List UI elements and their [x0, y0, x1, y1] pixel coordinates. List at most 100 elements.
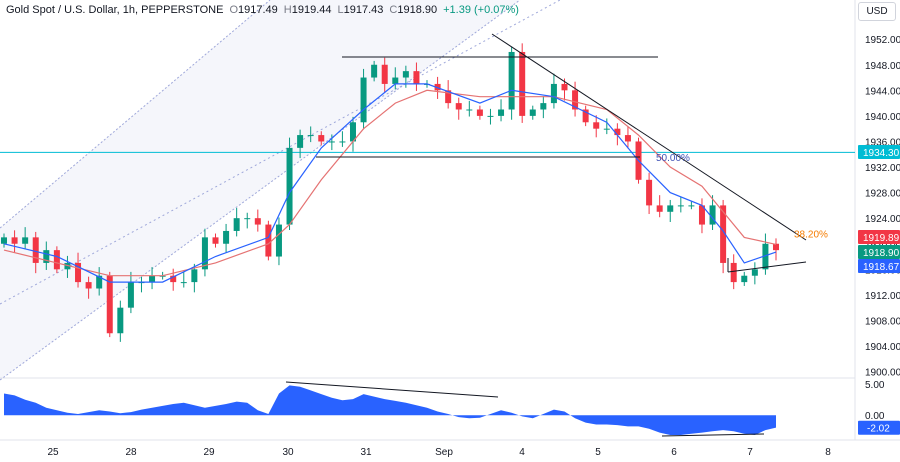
price-tick-label: 1928.00: [865, 189, 900, 200]
low-value: 1917.43: [343, 4, 384, 16]
candle-body: [572, 90, 579, 110]
time-tick-label: 6: [671, 447, 677, 457]
candle-body: [1, 237, 7, 244]
candle-body: [180, 282, 187, 284]
time-tick-label: 25: [47, 447, 59, 457]
candle-body: [149, 275, 156, 283]
candle-body: [85, 282, 92, 289]
candle-body: [53, 250, 60, 270]
price-tick-label: 1932.00: [865, 163, 900, 174]
candle-body: [318, 135, 325, 142]
time-tick-label: Sep: [435, 447, 453, 457]
time-tick-label: 5: [595, 447, 601, 457]
candle-body: [413, 71, 420, 84]
candle-body: [75, 262, 82, 283]
divergence-line-lower: [661, 433, 765, 437]
time-tick-label: 4: [519, 447, 525, 457]
time-tick-label: 30: [282, 447, 294, 457]
candle-body: [646, 179, 653, 206]
candle-body: [550, 83, 557, 104]
candle-body: [328, 141, 335, 143]
candle-body: [106, 275, 113, 334]
price-tag-label: 1934.30: [863, 148, 900, 159]
time-tick-label: 28: [125, 447, 137, 457]
candle-body: [32, 237, 39, 263]
price-tag: [858, 145, 900, 159]
candle-body: [508, 51, 515, 110]
fib-50-label: 50.00%: [656, 153, 690, 164]
osc-tick-label: 0.00: [865, 411, 885, 422]
candle-body: [498, 109, 505, 116]
candle-body: [582, 109, 589, 123]
candle-body: [127, 282, 134, 308]
symbol-title[interactable]: Gold Spot / U.S. Dollar, 1h, PEPPERSTONE: [6, 4, 224, 16]
candle-body: [688, 205, 695, 207]
price-tag-label: 1918.90: [863, 248, 900, 259]
ohlc-high: H1919.44: [284, 4, 332, 16]
divergence-line-upper: [285, 381, 499, 398]
candle-body: [11, 237, 18, 244]
price-tick-label: 1944.00: [865, 86, 900, 97]
candle-body: [275, 224, 282, 257]
candle-body: [201, 237, 208, 270]
price-tick-label: 1940.00: [865, 112, 900, 123]
close-label: C: [389, 4, 398, 16]
candle-body: [402, 71, 409, 78]
price-tag: [858, 259, 900, 273]
candle-body: [540, 103, 547, 110]
candle-body: [677, 205, 684, 207]
candle-body: [244, 218, 251, 220]
candle-body: [519, 51, 526, 116]
chart-legend: Gold Spot / U.S. Dollar, 1h, PEPPERSTONE…: [6, 4, 519, 16]
candle-body: [762, 243, 769, 270]
candle-body: [191, 269, 198, 283]
candle-body: [698, 205, 705, 225]
price-tick-label: 1912.00: [865, 291, 900, 302]
open-label: O: [229, 4, 239, 16]
candle-body: [487, 115, 494, 117]
candle-body: [445, 90, 452, 104]
candle-body: [212, 237, 219, 244]
candle-body: [96, 275, 103, 289]
ema-fast-line: [3, 83, 777, 283]
high-label: H: [283, 4, 292, 16]
candle-body: [254, 218, 261, 225]
price-tag-label: 1919.89: [863, 233, 900, 244]
ohlc-low: L1917.43: [338, 4, 384, 16]
price-tick-label: 1948.00: [865, 61, 900, 72]
candle-body: [170, 275, 177, 283]
candle-body: [339, 141, 346, 143]
osc-value-tag: [858, 420, 900, 435]
candle-body: [773, 243, 779, 251]
currency-button[interactable]: USD: [858, 2, 896, 21]
candle-body: [667, 205, 674, 212]
candle-body: [709, 205, 716, 225]
candle-body: [614, 128, 621, 136]
candle-body: [603, 128, 610, 130]
candle-body: [741, 275, 748, 283]
candle-body: [751, 269, 758, 276]
price-tick-label: 1924.00: [865, 214, 900, 225]
candle-body: [22, 237, 29, 244]
candle-body: [624, 135, 631, 142]
downtrend-line: [491, 33, 807, 241]
candle-body: [307, 135, 314, 137]
candle-body: [64, 262, 71, 270]
candle-body: [455, 103, 462, 110]
candle-body: [349, 122, 356, 142]
price-tag-label: 1918.67: [863, 262, 900, 273]
candle-body: [223, 230, 230, 244]
price-tick-label: 1900.00: [865, 368, 900, 379]
candle-body: [476, 109, 483, 116]
candle-body: [381, 64, 388, 84]
price-tick-label: 1936.00: [865, 137, 900, 148]
candle-body: [561, 83, 568, 91]
time-tick-label: 31: [360, 447, 372, 457]
ema-slow-line: [3, 89, 777, 277]
candle-body: [392, 77, 399, 84]
candle-body: [297, 135, 304, 148]
time-tick-label: 8: [825, 447, 831, 457]
candle-body: [593, 122, 600, 129]
